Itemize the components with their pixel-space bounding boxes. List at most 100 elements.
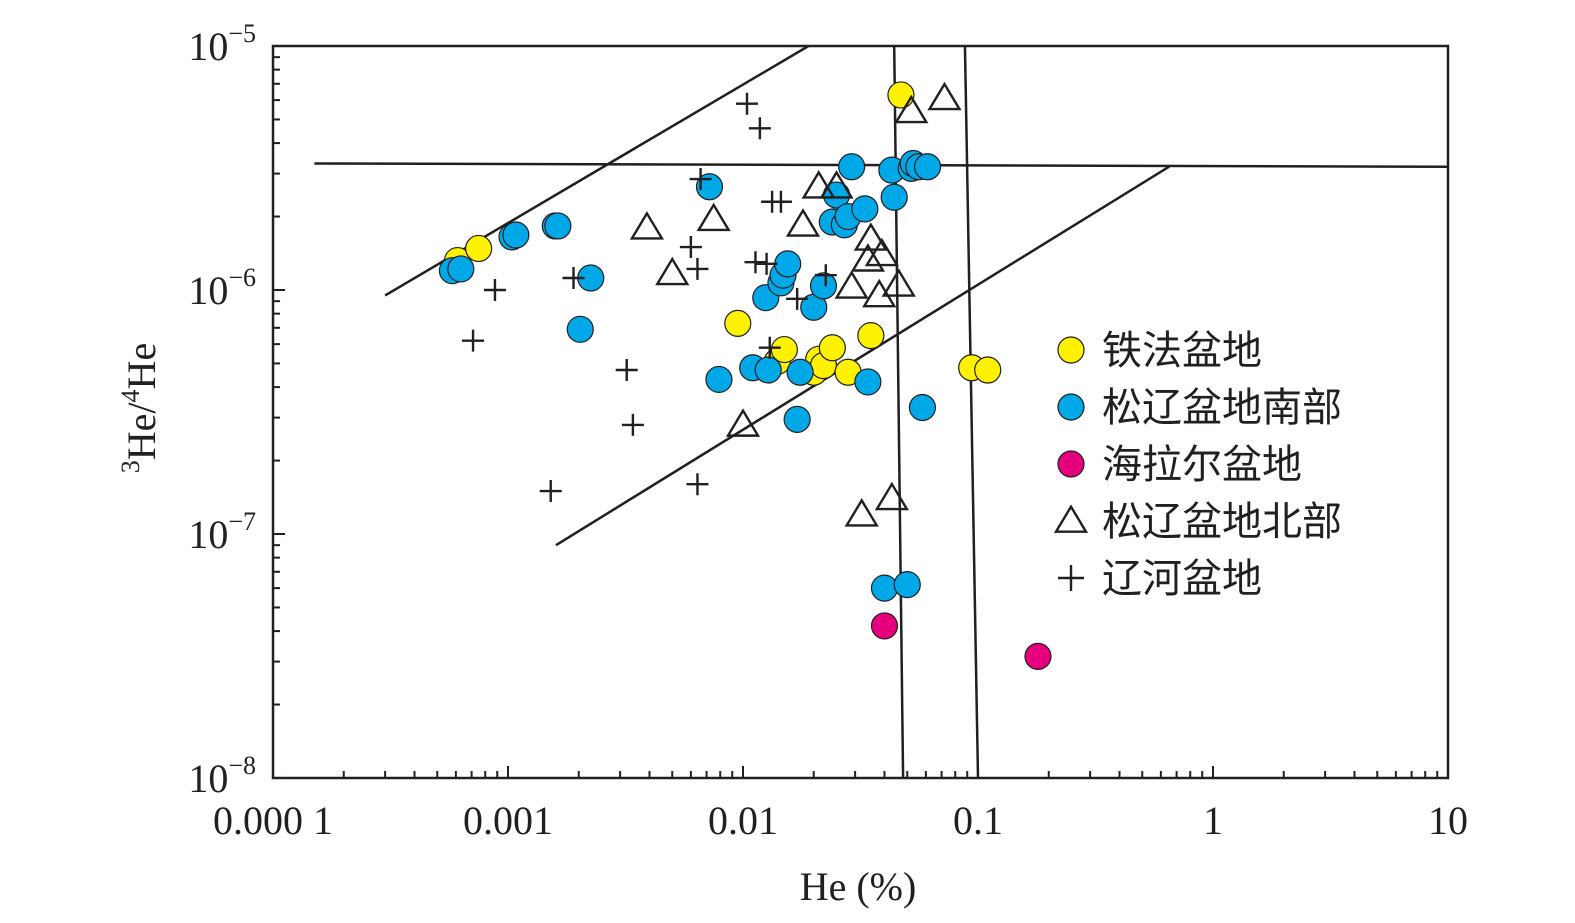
y-tick-label-exp: −7 (228, 507, 256, 536)
data-point-circle (695, 173, 724, 201)
y-tick-label-base: 10 (188, 756, 228, 801)
y-axis-title-sup: 3 (116, 460, 145, 473)
legend-label: 海拉尔盆地 (1102, 442, 1302, 488)
x-tick-label: 1 (1203, 798, 1223, 843)
data-point-circle (838, 153, 866, 181)
data-point-triangle (655, 256, 690, 286)
y-axis-title-sup2: 4 (116, 389, 145, 402)
data-point-plus (758, 336, 781, 359)
legend-label: 铁法盆地 (1102, 328, 1262, 374)
data-point-triangle (696, 202, 731, 232)
data-point-circle (786, 358, 814, 386)
data-points (438, 81, 1052, 671)
data-point-circle (465, 234, 493, 263)
legend-label: 松辽盆地南部 (1102, 385, 1342, 431)
data-point-circle (851, 195, 879, 223)
data-point-circle (913, 153, 942, 181)
data-point-circle (724, 309, 752, 337)
data-point-triangle (725, 408, 761, 437)
legend-marker-triangle (1053, 504, 1089, 533)
data-point-circle (447, 255, 475, 283)
x-tick-label: 0.001 (463, 798, 553, 843)
axis-ticks (272, 56, 1439, 779)
y-tick-label: 10−5 (188, 19, 256, 69)
y-tick-label-exp: −6 (228, 263, 256, 292)
legend-marker-plus (1058, 565, 1084, 591)
y-tick-label-base: 10 (188, 24, 228, 69)
data-point-plus (615, 359, 638, 382)
data-point-plus (786, 287, 809, 310)
y-tick-label-exp: −8 (228, 751, 256, 780)
data-point-triangle (629, 211, 665, 240)
x-tick-labels: 0.000 1 0.001 0.01 0.1 1 10 (213, 798, 1468, 843)
y-tick-labels: 10−510−610−710−8 (188, 19, 256, 801)
data-point-triangle (801, 170, 836, 199)
y-tick-label-base: 10 (188, 512, 228, 557)
data-point-triangle (881, 268, 916, 297)
x-axis-title: He (%) (800, 864, 917, 909)
data-point-plus (483, 279, 506, 301)
data-point-circle (818, 334, 846, 362)
data-point-plus (679, 236, 702, 259)
data-point-circle (857, 322, 885, 350)
legend-marker-circle (1057, 336, 1085, 364)
data-point-triangle (819, 170, 854, 199)
data-point-plus (686, 257, 709, 280)
data-point-circle (566, 315, 594, 343)
data-point-circle (908, 393, 937, 422)
data-point-plus (689, 168, 712, 191)
y-tick-label-exp: −5 (228, 19, 256, 48)
data-point-circle (887, 81, 915, 109)
data-point-triangle (834, 270, 869, 299)
data-point-plus (686, 473, 709, 496)
y-tick-label: 10−8 (188, 751, 256, 801)
data-point-plus (736, 92, 759, 115)
data-point-circle (870, 612, 899, 640)
reference-line-5 (963, 45, 980, 779)
data-point-plus (748, 117, 771, 140)
data-point-circle (1024, 642, 1052, 671)
y-tick-label: 10−6 (188, 263, 256, 313)
data-point-circle (783, 405, 811, 433)
data-point-circle (880, 183, 908, 211)
data-point-plus (814, 264, 837, 287)
data-point-circle (870, 574, 899, 602)
data-point-plus (621, 413, 644, 436)
y-axis-title-mid: He/ (119, 402, 164, 461)
data-point-triangle (853, 222, 888, 251)
data-point-circle (754, 356, 782, 384)
data-point-triangle (894, 94, 929, 124)
y-tick-label: 10−7 (188, 507, 256, 557)
legend-marker-circle (1057, 393, 1085, 421)
y-axis-title-end: He (119, 343, 164, 390)
x-tick-label: 0.000 1 (213, 798, 333, 843)
y-tick-label-base: 10 (188, 268, 228, 313)
data-point-circle (544, 212, 572, 240)
data-point-triangle (785, 208, 821, 237)
data-point-plus (755, 252, 778, 275)
data-point-triangle (864, 237, 900, 267)
data-point-triangle (927, 81, 962, 111)
x-tick-label: 0.1 (953, 798, 1003, 843)
data-point-plus (562, 266, 585, 289)
data-point-triangle (862, 278, 897, 308)
data-point-plus (462, 329, 485, 352)
data-point-plus (744, 251, 767, 274)
plot-frame (271, 44, 1450, 780)
data-point-circle (809, 272, 838, 300)
data-point-circle (774, 250, 802, 278)
legend-marker-circle (1057, 450, 1085, 478)
data-point-circle (705, 365, 733, 394)
reference-line-4 (892, 45, 905, 779)
data-point-circle (770, 335, 798, 364)
data-point-circle (974, 356, 1002, 384)
x-tick-label: 10 (1428, 798, 1468, 843)
data-point-triangle (850, 243, 886, 272)
data-point-circle (502, 221, 530, 249)
y-axis-title: 3He/4He (116, 343, 164, 473)
data-point-plus (539, 480, 562, 503)
data-point-circle (854, 368, 882, 396)
legend-label: 辽河盆地 (1102, 556, 1262, 602)
